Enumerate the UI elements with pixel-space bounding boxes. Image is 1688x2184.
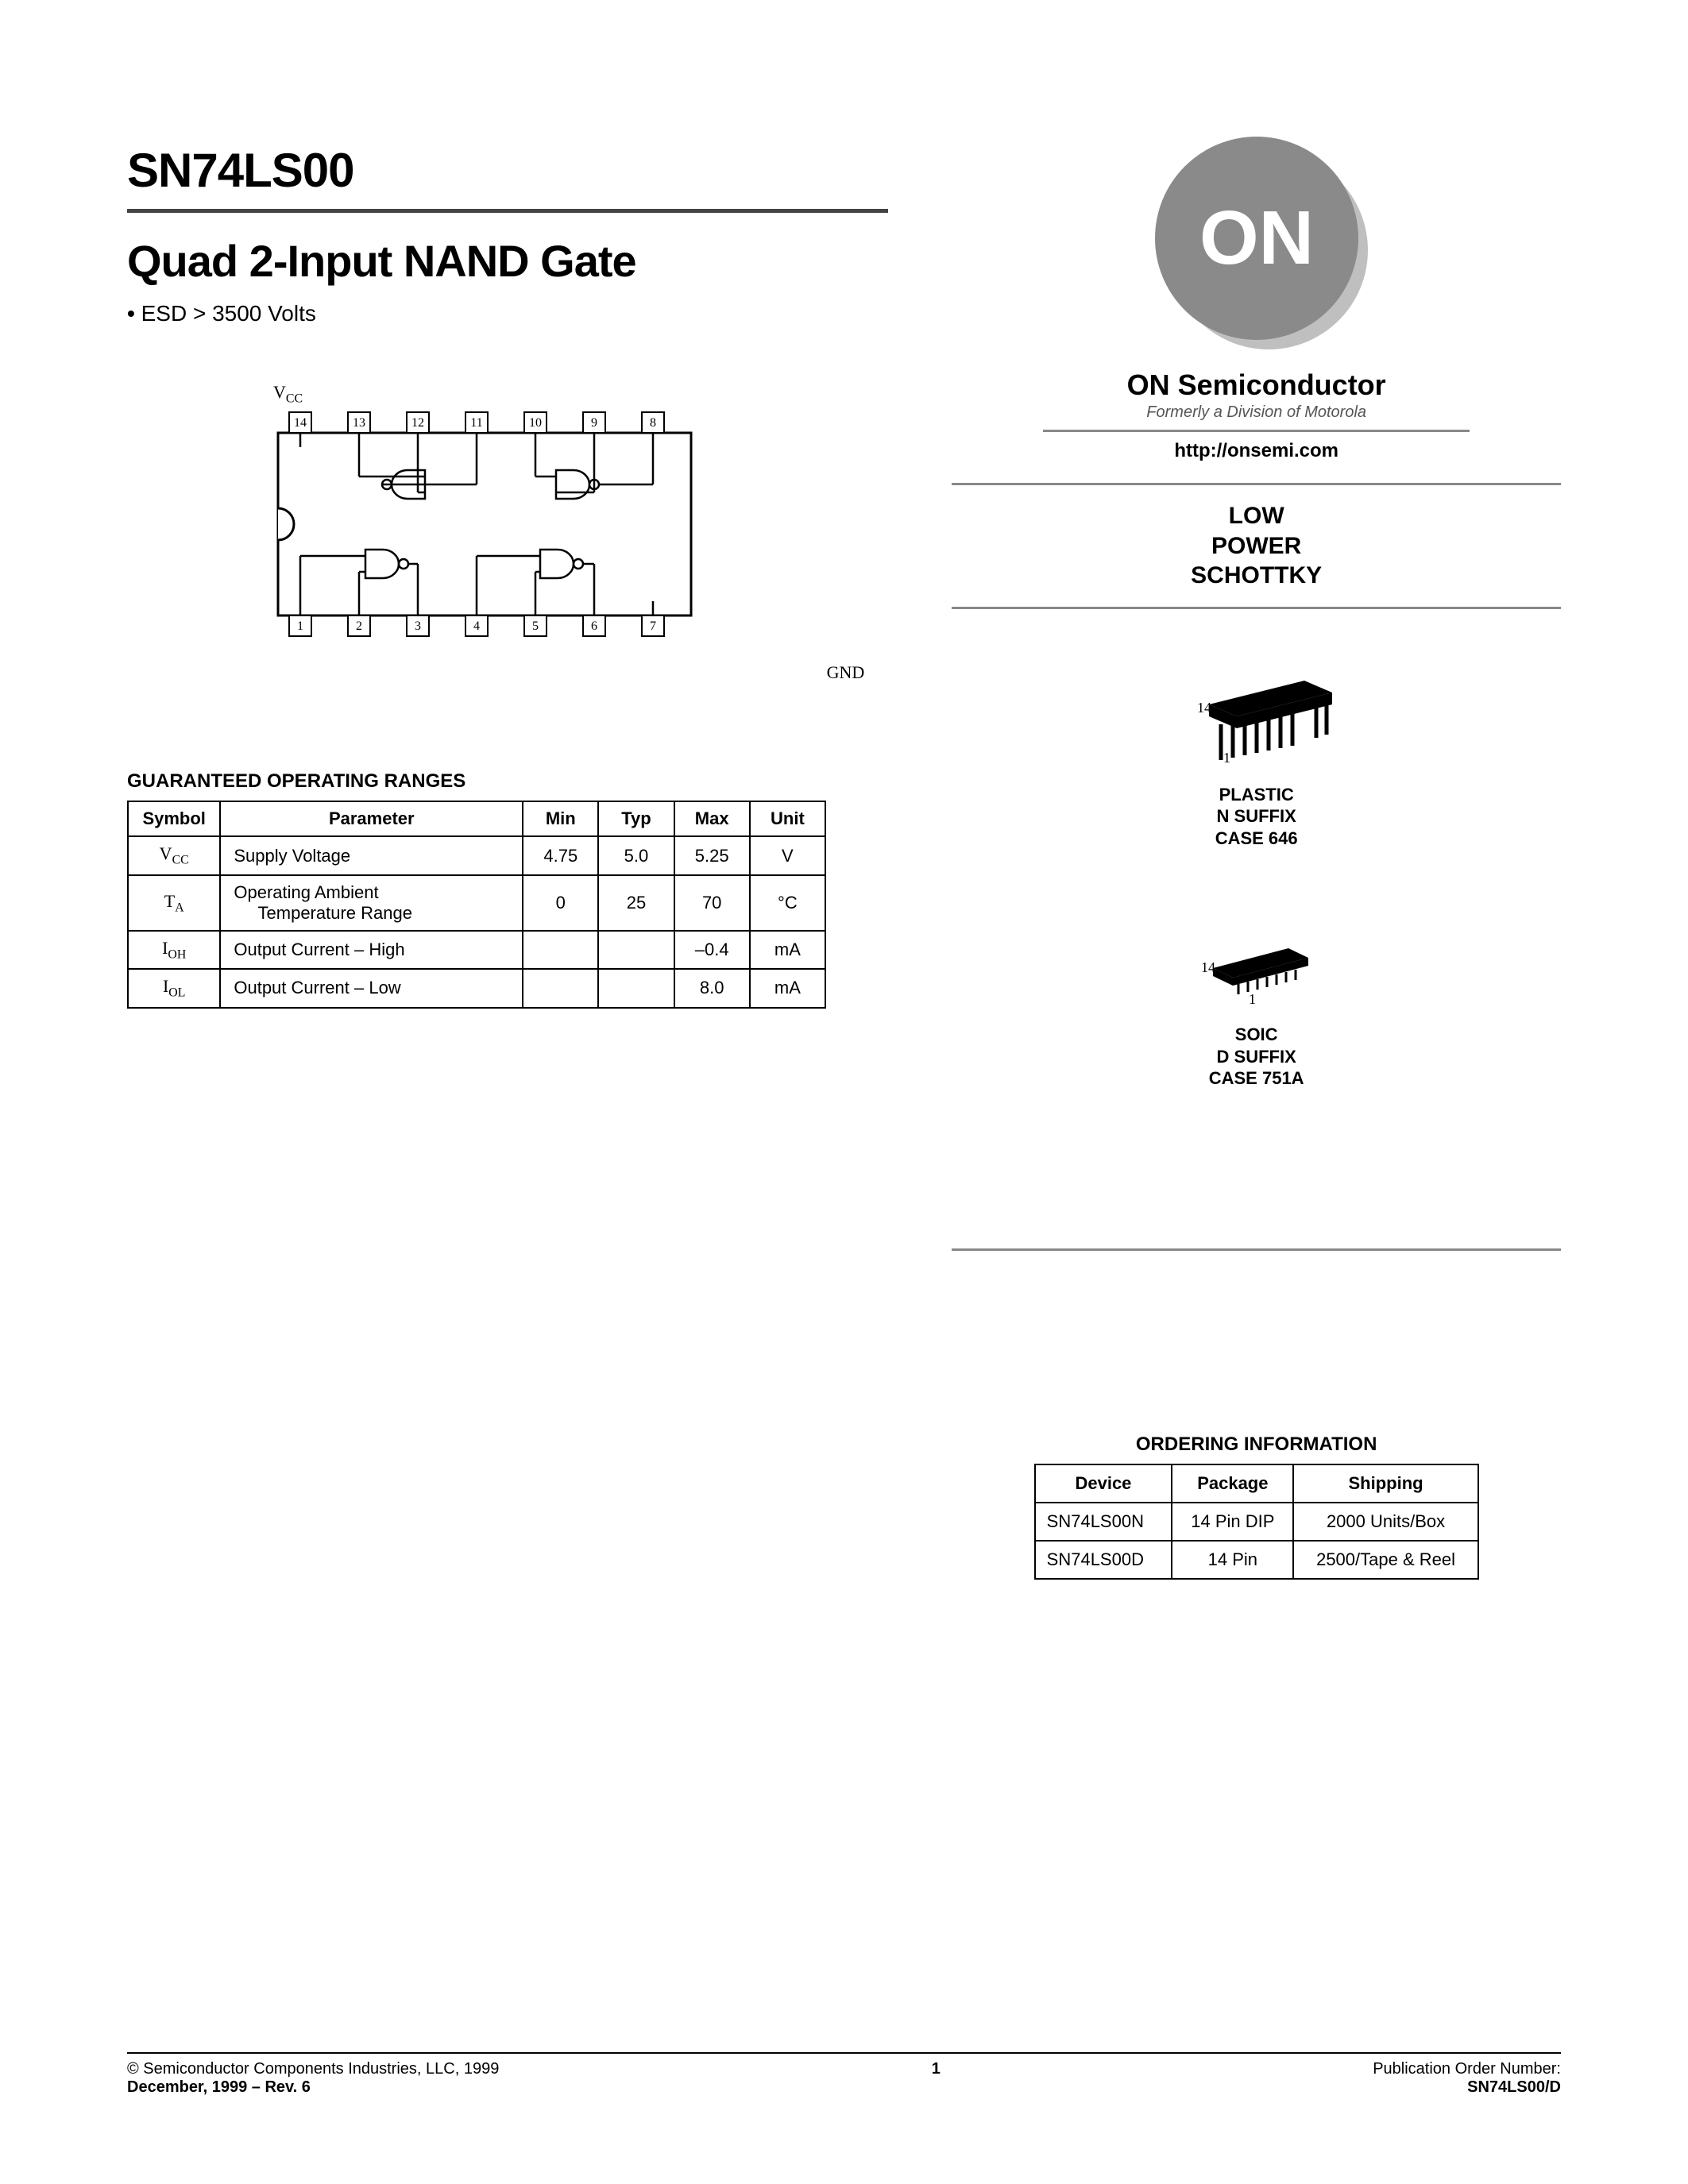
svg-text:14: 14 <box>294 416 307 430</box>
table-row: IOHOutput Current – High–0.4mA <box>128 931 825 969</box>
svg-text:12: 12 <box>411 416 424 430</box>
svg-text:10: 10 <box>529 416 542 430</box>
page-number: 1 <box>932 2060 941 2097</box>
family-line: SCHOTTKY <box>952 561 1561 591</box>
table-row: TAOperating Ambient Temperature Range025… <box>128 875 825 931</box>
svg-text:11: 11 <box>470 416 482 430</box>
family-line: POWER <box>952 531 1561 561</box>
page-title: Quad 2-Input NAND Gate <box>127 235 888 287</box>
svg-text:1: 1 <box>1249 991 1256 1007</box>
pkg-line: CASE 646 <box>952 828 1561 850</box>
svg-text:5: 5 <box>532 619 539 633</box>
chip-diagram-svg: 141312111098 1234567 <box>262 409 707 655</box>
svg-text:4: 4 <box>473 619 480 633</box>
divider <box>952 607 1561 609</box>
table-header: Min <box>523 801 598 836</box>
on-logo-icon: ON <box>1138 119 1376 357</box>
divider <box>952 1248 1561 1251</box>
svg-text:2: 2 <box>356 619 362 633</box>
gnd-label: GND <box>262 662 864 683</box>
svg-text:14: 14 <box>1197 700 1211 716</box>
part-number: SN74LS00 <box>127 143 888 198</box>
package-dip: 14 1 PLASTIC N SUFFIX CASE 646 <box>952 673 1561 850</box>
ordering-table: DevicePackageShipping SN74LS00N14 Pin DI… <box>1034 1464 1479 1580</box>
pkg-line: D SUFFIX <box>952 1046 1561 1068</box>
logo-text: ON <box>1199 195 1314 280</box>
svg-text:13: 13 <box>353 416 365 430</box>
table-header: Device <box>1035 1464 1172 1503</box>
table-row: SN74LS00D14 Pin2500/Tape & Reel <box>1035 1541 1478 1579</box>
divider <box>952 483 1561 485</box>
svg-text:8: 8 <box>650 416 656 430</box>
pub-label: Publication Order Number: <box>1373 2060 1561 2078</box>
family-line: LOW <box>952 501 1561 531</box>
svg-text:1: 1 <box>297 619 303 633</box>
spec-table: SymbolParameterMinTypMaxUnit VCCSupply V… <box>127 801 826 1008</box>
spec-table-title: GUARANTEED OPERATING RANGES <box>127 770 888 793</box>
svg-text:14: 14 <box>1201 959 1215 975</box>
pkg-line: CASE 751A <box>952 1067 1561 1090</box>
package-soic: 14 1 SOIC D SUFFIX CASE 751A <box>952 936 1561 1090</box>
esd-bullet: ESD > 3500 Volts <box>127 301 888 326</box>
svg-text:1: 1 <box>1223 750 1230 766</box>
soic-package-icon: 14 1 <box>1177 936 1336 1016</box>
svg-text:9: 9 <box>591 416 597 430</box>
svg-text:6: 6 <box>591 619 597 633</box>
dip-package-icon: 14 1 <box>1169 673 1344 776</box>
table-row: IOLOutput Current – Low8.0mA <box>128 969 825 1007</box>
date-rev: December, 1999 – Rev. 6 <box>127 2078 499 2097</box>
table-header: Unit <box>750 801 825 836</box>
logo-block: ON ON Semiconductor Formerly a Division … <box>952 119 1561 462</box>
table-header: Package <box>1172 1464 1293 1503</box>
vcc-label: VCC <box>273 382 303 402</box>
table-header: Typ <box>598 801 674 836</box>
table-header: Parameter <box>220 801 523 836</box>
pkg-line: SOIC <box>952 1024 1561 1046</box>
brand-tagline: Formerly a Division of Motorola <box>952 403 1561 422</box>
brand-url: http://onsemi.com <box>952 440 1561 462</box>
copyright: © Semiconductor Components Industries, L… <box>127 2060 499 2078</box>
divider <box>127 209 888 213</box>
pkg-line: N SUFFIX <box>952 805 1561 828</box>
brand-name: ON Semiconductor <box>952 369 1561 402</box>
svg-text:7: 7 <box>650 619 656 633</box>
pinout-diagram: VCC 141312111098 1234567 GND <box>262 382 888 683</box>
ordering-title: ORDERING INFORMATION <box>952 1433 1561 1456</box>
product-family: LOW POWER SCHOTTKY <box>952 501 1561 591</box>
table-row: SN74LS00N14 Pin DIP2000 Units/Box <box>1035 1503 1478 1541</box>
table-header: Shipping <box>1293 1464 1477 1503</box>
table-row: VCCSupply Voltage4.755.05.25V <box>128 836 825 874</box>
table-header: Symbol <box>128 801 220 836</box>
svg-text:3: 3 <box>415 619 421 633</box>
pub-number: SN74LS00/D <box>1373 2078 1561 2097</box>
table-header: Max <box>674 801 750 836</box>
page-footer: © Semiconductor Components Industries, L… <box>127 2052 1561 2097</box>
pkg-line: PLASTIC <box>952 784 1561 806</box>
